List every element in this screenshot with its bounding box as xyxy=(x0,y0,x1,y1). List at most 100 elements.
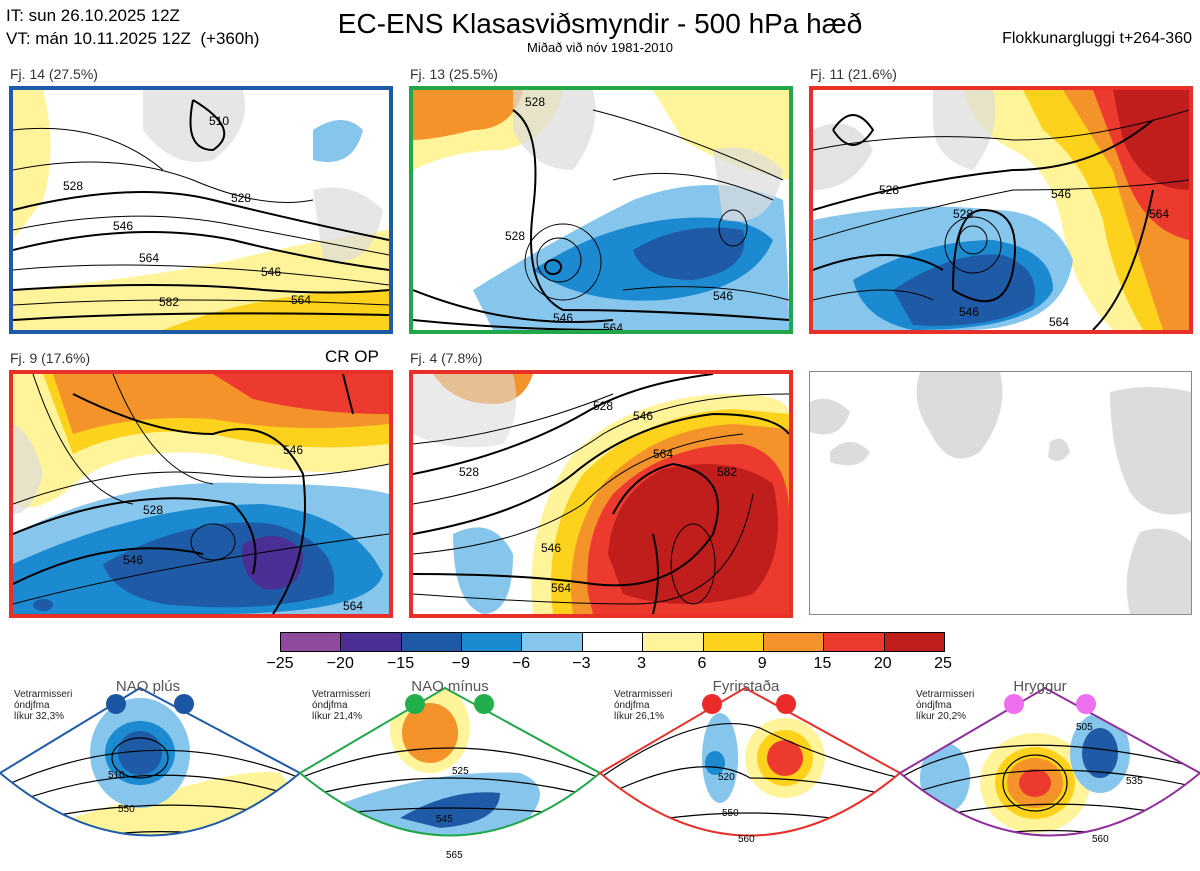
regime-title-nao-plus: NAO plús xyxy=(115,678,181,695)
page-title: EC-ENS Klasasviðsmyndir - 500 hPa hæð xyxy=(337,8,863,39)
contour-label: 564 xyxy=(343,599,363,613)
regime-marker-dot xyxy=(174,694,194,714)
regime-contour-label: 545 xyxy=(436,814,453,825)
contour-label: 582 xyxy=(717,465,737,479)
cluster-map-2: 528 528 546 546 564 xyxy=(409,86,793,334)
contour-label: 528 xyxy=(525,95,545,109)
contour-label: 564 xyxy=(139,251,159,265)
colorbar-tick-label: −20 xyxy=(326,655,354,672)
contour-label: 546 xyxy=(113,219,133,233)
colorbar-tick-label: 3 xyxy=(637,655,647,672)
panel-label-2: Fj. 13 (25.5%) xyxy=(410,66,498,82)
colorbar-tick-label: 15 xyxy=(813,655,832,672)
contour-label: 564 xyxy=(291,293,311,307)
control-operational-label: CR OP xyxy=(325,347,379,366)
regime-contour-label: 550 xyxy=(118,804,135,815)
panel-label-3: Fj. 11 (21.6%) xyxy=(810,66,897,82)
colorbar-swatch xyxy=(461,633,522,651)
contour-label: 546 xyxy=(123,553,143,567)
contour-label: 546 xyxy=(633,409,653,423)
regime-contour-label: 525 xyxy=(452,766,469,777)
valid-time: VT: mán 10.11.2025 12Z (+360h) xyxy=(6,29,260,48)
regime-marker-dot xyxy=(702,694,722,714)
regime-title-blocking: Fyrirstaða xyxy=(712,678,780,695)
regime-marker-dot xyxy=(106,694,126,714)
contour-label: 528 xyxy=(231,191,251,205)
regime-contour-label: 565 xyxy=(446,850,463,861)
regime-marker-dot xyxy=(776,694,796,714)
header-times: IT: sun 26.10.2025 12Z VT: mán 10.11.202… xyxy=(6,4,259,50)
regime-title-ridge: Hryggur xyxy=(1013,678,1067,695)
colorbar-swatch xyxy=(642,633,703,651)
regime-contour-label: 505 xyxy=(1076,722,1093,733)
panel-label-1: Fj. 14 (27.5%) xyxy=(10,66,98,82)
contour-label: 546 xyxy=(959,305,979,319)
colorbar-swatch xyxy=(762,633,824,651)
contour-label: 528 xyxy=(953,207,973,221)
contour-label: 546 xyxy=(283,443,303,457)
panel-label-4: Fj. 9 (17.6%) xyxy=(10,350,91,366)
page-subtitle: Miðað við nóv 1981-2010 xyxy=(527,40,673,55)
colorbar-tick-label: −25 xyxy=(266,655,294,672)
colorbar-tick-label: −6 xyxy=(511,655,531,672)
colorbar-tick-label: 6 xyxy=(697,655,707,672)
colorbar-tick-label: 25 xyxy=(934,655,952,672)
contour-label: 564 xyxy=(1049,315,1069,329)
regime-contour-label: 560 xyxy=(1092,834,1109,845)
regime-contour-label: 550 xyxy=(722,808,739,819)
regime-prob-blocking: Vetrarmisseri óndjfma líkur 26,1% xyxy=(614,689,673,722)
colorbar xyxy=(280,632,945,652)
regime-contour-label: 520 xyxy=(718,772,735,783)
cluster-map-1: 510 528 528 546 546 564 564 582 xyxy=(9,86,393,334)
classification-window: Flokkunargluggi t+264-360 xyxy=(1002,30,1192,47)
colorbar-swatch xyxy=(823,633,884,651)
cluster-map-4: 528 546 546 564 xyxy=(9,370,393,618)
contour-label: 528 xyxy=(143,503,163,517)
regime-marker-dot xyxy=(405,694,425,714)
contour-label: 528 xyxy=(879,183,899,197)
contour-label: 564 xyxy=(551,581,571,595)
cluster-map-5: 528 528 546 546 564 564 582 xyxy=(409,370,793,618)
regime-contour-label: 560 xyxy=(738,834,755,845)
regime-prob-nao-plus: Vetrarmisseri óndjfma líkur 32,3% xyxy=(14,689,73,722)
contour-label: 546 xyxy=(261,265,281,279)
panel-label-5: Fj. 4 (7.8%) xyxy=(410,350,483,366)
colorbar-swatch xyxy=(581,633,643,651)
contour-label: 528 xyxy=(459,465,479,479)
colorbar-swatch xyxy=(702,633,763,651)
colorbar-swatch xyxy=(883,633,944,651)
colorbar-tick-label: 20 xyxy=(873,655,892,672)
init-time: IT: sun 26.10.2025 12Z xyxy=(6,6,180,25)
contour-label: 546 xyxy=(541,541,561,555)
contour-label: 546 xyxy=(713,289,733,303)
regime-contour-label: 535 xyxy=(1126,776,1143,787)
contour-label: 528 xyxy=(593,399,613,413)
cluster-map-3: 528 528 546 546 564 564 xyxy=(809,86,1193,334)
regime-title-nao-minus: NAO mínus xyxy=(411,678,489,695)
colorbar-swatch xyxy=(340,633,401,651)
contour-label: 528 xyxy=(63,179,83,193)
regime-prob-ridge: Vetrarmisseri óndjfma líkur 20,2% xyxy=(916,689,975,722)
regime-contour-label: 510 xyxy=(108,770,125,781)
colorbar-swatch xyxy=(400,633,462,651)
contour-label: 528 xyxy=(505,229,525,243)
colorbar-tick-label: −15 xyxy=(386,655,415,672)
regime-marker-dot xyxy=(1004,694,1024,714)
contour-label: 582 xyxy=(159,295,179,309)
regime-prob-nao-minus: Vetrarmisseri óndjfma líkur 21,4% xyxy=(312,689,371,722)
regime-marker-dot xyxy=(1076,694,1096,714)
colorbar-swatch xyxy=(521,633,582,651)
contour-label: 564 xyxy=(1149,207,1169,221)
colorbar-tick-label: −3 xyxy=(572,655,591,672)
regime-row: 510 550 525 545 565 520 550 560 505 535 … xyxy=(0,678,1200,871)
colorbar-swatch xyxy=(281,633,341,651)
colorbar-ticks: −25 −20 −15 −9 −6 −3 3 6 9 15 20 25 xyxy=(266,655,951,675)
regime-marker-dot xyxy=(474,694,494,714)
base-map-empty xyxy=(809,371,1192,615)
contour-label: 546 xyxy=(553,311,573,325)
colorbar-tick-label: −9 xyxy=(451,655,470,672)
colorbar-tick-label: 9 xyxy=(757,655,767,672)
contour-label: 564 xyxy=(603,321,623,330)
contour-label: 546 xyxy=(1051,187,1071,201)
contour-label: 510 xyxy=(209,114,229,128)
